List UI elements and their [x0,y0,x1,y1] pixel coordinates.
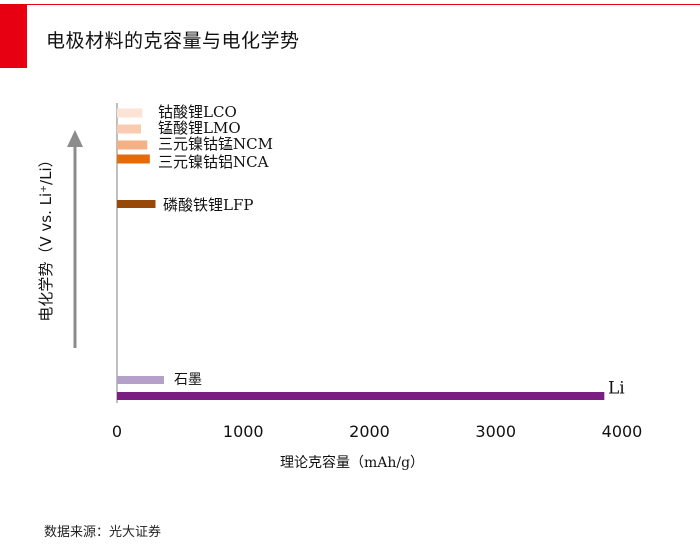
x-tick-label-2: 2000 [349,422,390,441]
x-axis-title: 理论克容量（mAh/g） [280,454,424,471]
header-rule [0,4,700,5]
bar-6 [117,392,605,400]
y-axis-arrow [67,130,83,348]
bar-label-3: 三元镍钴铝NCA [158,153,269,171]
bar-0 [117,108,143,118]
page-title: 电极材料的克容量与电化学势 [46,30,300,52]
bar-1 [117,124,141,134]
bar-label-0: 钴酸锂LCO [158,103,237,121]
bar-label-2: 三元镍钴锰NCM [158,135,273,153]
bar-4 [117,200,156,208]
header-accent-tab [0,5,27,68]
bar-2 [117,140,148,150]
bar-3 [117,154,150,164]
bars-group [117,108,605,400]
x-tick-label-3: 3000 [475,422,516,441]
x-tick-label-0: 0 [112,422,122,441]
x-tick-label-1: 1000 [223,422,264,441]
bar-label-6: Li [608,379,625,399]
y-axis-title: 电化学势（V vs. Li⁺/Li） [37,152,55,321]
bar-label-5: 石墨 [174,372,202,388]
bar-5 [117,376,164,384]
source-note: 数据来源：光大证券 [44,525,162,540]
bar-label-4: 磷酸铁锂LFP [163,196,253,214]
x-ticks-group: 0 1000 2000 3000 4000 [112,422,642,441]
bar-label-1: 锰酸锂LMO [158,119,241,137]
x-tick-label-4: 4000 [602,422,643,441]
